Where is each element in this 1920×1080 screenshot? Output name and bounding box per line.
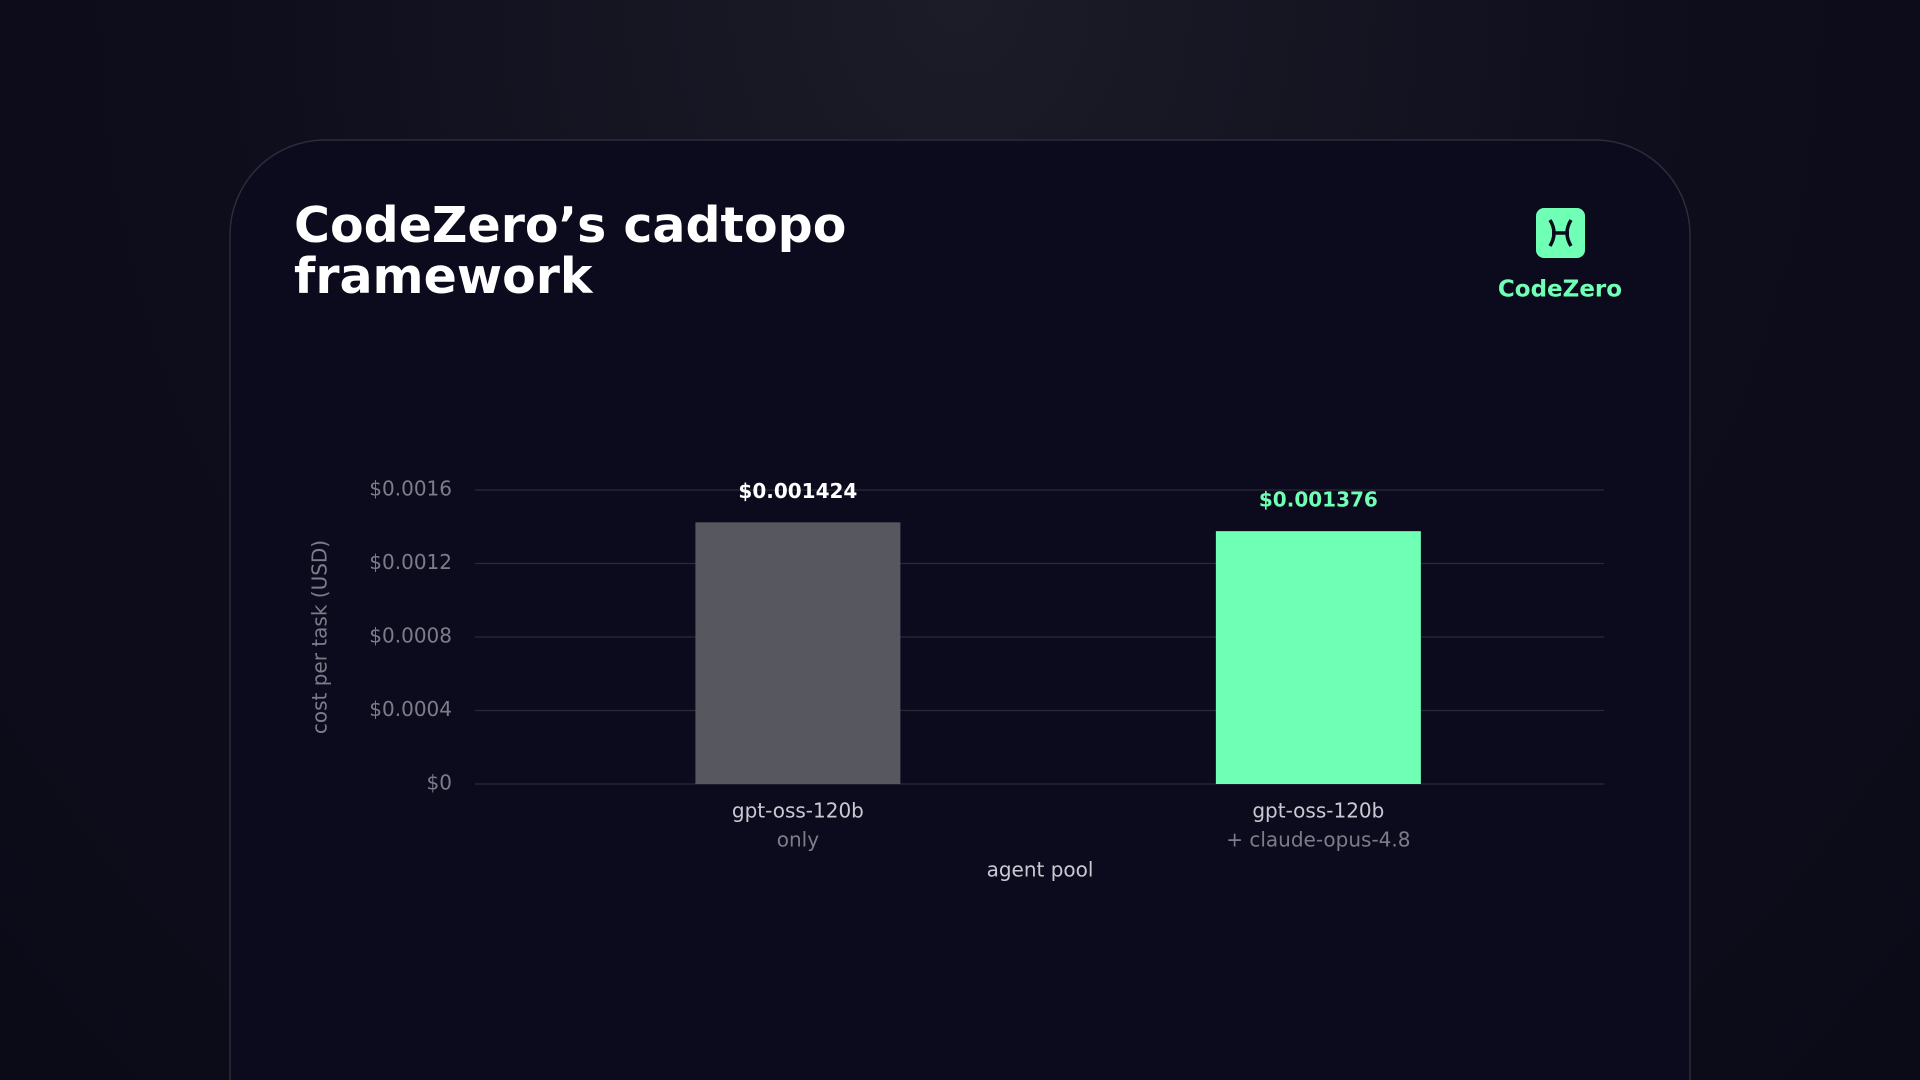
y-tick-label: $0.0004	[369, 697, 452, 721]
value-label: $0.001424	[738, 479, 857, 503]
bar	[695, 522, 901, 784]
logo: CodeZero	[1498, 208, 1622, 303]
y-tick-label: $0.0012	[369, 550, 452, 574]
x-axis-label: agent pool	[987, 858, 1094, 882]
brand-name: CodeZero	[1498, 277, 1622, 303]
bar	[1215, 531, 1421, 784]
y-tick-label: $0.0016	[369, 477, 452, 501]
x-tick-label: gpt-oss-120b	[732, 799, 864, 823]
y-tick-label: $0	[427, 771, 452, 795]
value-label: $0.001376	[1259, 488, 1378, 512]
y-tick-label: $0.0008	[369, 624, 452, 648]
y-axis-label: cost per task (USD)	[308, 540, 332, 734]
x-tick-label: gpt-oss-120b	[1252, 799, 1384, 823]
x-tick-label: + claude-opus-4.8	[1226, 828, 1410, 852]
logo-glyph	[1548, 219, 1573, 247]
chart-title: CodeZero’s cadtopo framework	[294, 197, 846, 305]
x-tick-label: only	[777, 828, 819, 852]
card	[229, 139, 1691, 1080]
